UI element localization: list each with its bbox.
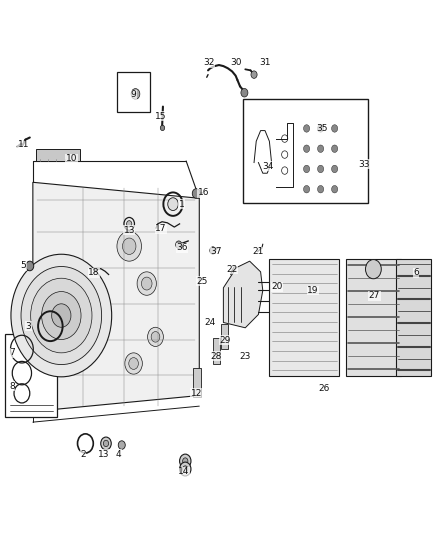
Text: 4: 4 bbox=[116, 450, 121, 458]
Circle shape bbox=[148, 327, 163, 346]
Circle shape bbox=[103, 440, 109, 447]
Text: 29: 29 bbox=[219, 336, 230, 344]
Text: 24: 24 bbox=[205, 318, 216, 327]
Circle shape bbox=[183, 466, 188, 472]
Circle shape bbox=[183, 458, 188, 464]
Circle shape bbox=[101, 437, 111, 450]
Text: 35: 35 bbox=[316, 125, 328, 133]
Text: 32: 32 bbox=[203, 59, 215, 67]
Text: 13: 13 bbox=[124, 226, 135, 235]
Text: 20: 20 bbox=[272, 282, 283, 291]
Circle shape bbox=[332, 165, 338, 173]
Circle shape bbox=[176, 241, 182, 248]
Circle shape bbox=[192, 189, 200, 198]
Text: 9: 9 bbox=[131, 91, 137, 99]
Text: 23: 23 bbox=[240, 352, 251, 360]
Circle shape bbox=[117, 231, 141, 261]
Circle shape bbox=[31, 278, 92, 353]
Circle shape bbox=[251, 71, 257, 78]
Circle shape bbox=[318, 145, 324, 152]
Circle shape bbox=[318, 125, 324, 132]
Text: 15: 15 bbox=[155, 112, 167, 120]
Circle shape bbox=[123, 238, 136, 254]
Circle shape bbox=[118, 441, 125, 449]
Text: 8: 8 bbox=[9, 382, 15, 391]
Text: 37: 37 bbox=[210, 247, 222, 256]
Circle shape bbox=[137, 272, 156, 295]
Text: 21: 21 bbox=[253, 247, 264, 256]
Text: 16: 16 bbox=[198, 189, 209, 197]
Circle shape bbox=[304, 145, 310, 152]
Bar bbox=[396, 259, 431, 376]
Circle shape bbox=[318, 185, 324, 193]
Text: 26: 26 bbox=[318, 384, 330, 392]
Circle shape bbox=[180, 462, 191, 476]
Bar bbox=[193, 368, 201, 397]
Text: 36: 36 bbox=[176, 244, 187, 252]
Text: 27: 27 bbox=[369, 292, 380, 300]
Text: 34: 34 bbox=[262, 162, 274, 171]
Circle shape bbox=[21, 266, 102, 365]
Circle shape bbox=[332, 125, 338, 132]
Text: 19: 19 bbox=[307, 286, 319, 295]
Text: 14: 14 bbox=[178, 467, 190, 476]
Circle shape bbox=[318, 165, 324, 173]
Polygon shape bbox=[223, 261, 263, 328]
Text: 22: 22 bbox=[226, 265, 238, 273]
Circle shape bbox=[168, 198, 178, 211]
Bar bbox=[213, 338, 220, 364]
Text: 3: 3 bbox=[25, 322, 32, 330]
Bar bbox=[221, 324, 228, 349]
Text: 31: 31 bbox=[259, 59, 271, 67]
Bar bbox=[269, 259, 339, 376]
Circle shape bbox=[141, 277, 152, 290]
Text: 11: 11 bbox=[18, 141, 29, 149]
Text: 12: 12 bbox=[191, 389, 202, 398]
Text: 10: 10 bbox=[66, 155, 77, 163]
Circle shape bbox=[42, 292, 81, 340]
Polygon shape bbox=[33, 182, 199, 411]
Circle shape bbox=[160, 125, 165, 131]
Text: 1: 1 bbox=[179, 200, 185, 208]
Circle shape bbox=[127, 221, 132, 227]
Circle shape bbox=[129, 358, 138, 369]
Circle shape bbox=[210, 247, 216, 254]
Circle shape bbox=[125, 353, 142, 374]
Bar bbox=[117, 72, 150, 112]
Circle shape bbox=[241, 88, 248, 97]
Text: 28: 28 bbox=[210, 352, 222, 360]
Text: 13: 13 bbox=[98, 450, 110, 458]
Circle shape bbox=[365, 260, 381, 279]
Circle shape bbox=[304, 165, 310, 173]
Circle shape bbox=[11, 254, 112, 377]
Circle shape bbox=[332, 145, 338, 152]
Text: 25: 25 bbox=[197, 277, 208, 286]
Circle shape bbox=[52, 304, 71, 327]
Circle shape bbox=[26, 261, 34, 271]
Circle shape bbox=[304, 185, 310, 193]
Text: 30: 30 bbox=[231, 59, 242, 67]
Circle shape bbox=[131, 88, 140, 99]
Circle shape bbox=[180, 454, 191, 468]
Text: 17: 17 bbox=[155, 224, 167, 233]
Bar bbox=[5, 334, 57, 417]
Text: 6: 6 bbox=[413, 269, 419, 277]
Text: 5: 5 bbox=[20, 262, 26, 270]
Bar bbox=[36, 149, 80, 161]
Text: 33: 33 bbox=[359, 160, 370, 168]
Circle shape bbox=[151, 332, 160, 342]
Text: 7: 7 bbox=[9, 349, 15, 357]
Bar bbox=[346, 259, 401, 376]
Text: 2: 2 bbox=[81, 450, 86, 458]
Circle shape bbox=[332, 185, 338, 193]
Bar bbox=[243, 99, 368, 203]
Text: 18: 18 bbox=[88, 269, 100, 277]
Circle shape bbox=[304, 125, 310, 132]
